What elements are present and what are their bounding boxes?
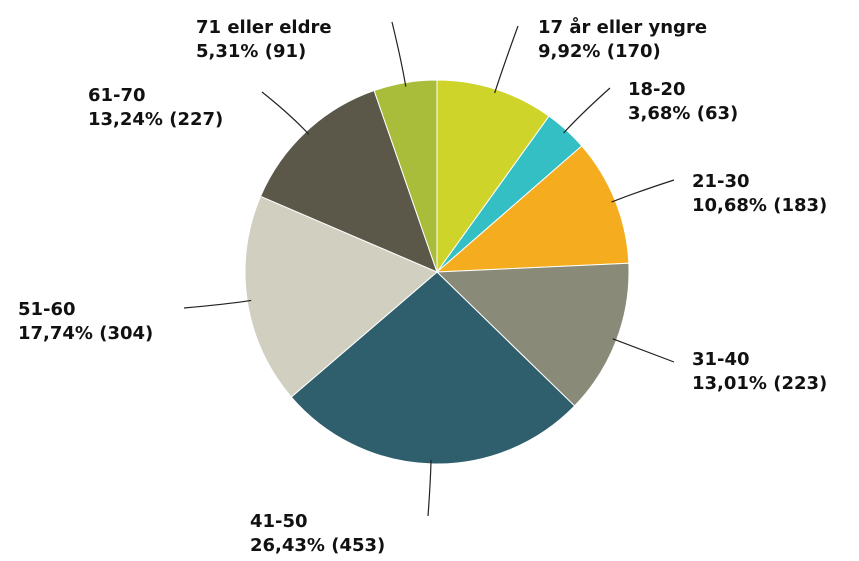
slice-label: 18-20 (628, 79, 686, 100)
slice-value-label: 26,43% (453) (250, 535, 385, 556)
slice-label: 17 år eller yngre (538, 16, 707, 38)
slice-label: 61-70 (88, 85, 146, 106)
slice-label: 41-50 (250, 511, 308, 532)
slice-value-label: 10,68% (183) (692, 195, 827, 216)
slice-label: 21-30 (692, 171, 750, 192)
slice-value-label: 9,92% (170) (538, 41, 661, 62)
slice-label: 31-40 (692, 349, 750, 370)
slice-value-label: 5,31% (91) (196, 41, 306, 62)
leader-line (427, 459, 432, 517)
leader-line (563, 87, 611, 134)
leader-line (611, 179, 675, 203)
slice-label: 51-60 (18, 299, 76, 320)
slice-value-label: 13,01% (223) (692, 373, 827, 394)
slice-label: 71 eller eldre (196, 17, 332, 38)
leader-line (391, 21, 407, 87)
slice-value-label: 13,24% (227) (88, 109, 223, 130)
leader-line (261, 91, 310, 135)
slice-value-label: 17,74% (304) (18, 323, 153, 344)
leader-line (183, 299, 252, 309)
leader-line (612, 338, 675, 363)
leader-line (494, 25, 519, 94)
slice-value-label: 3,68% (63) (628, 103, 738, 124)
